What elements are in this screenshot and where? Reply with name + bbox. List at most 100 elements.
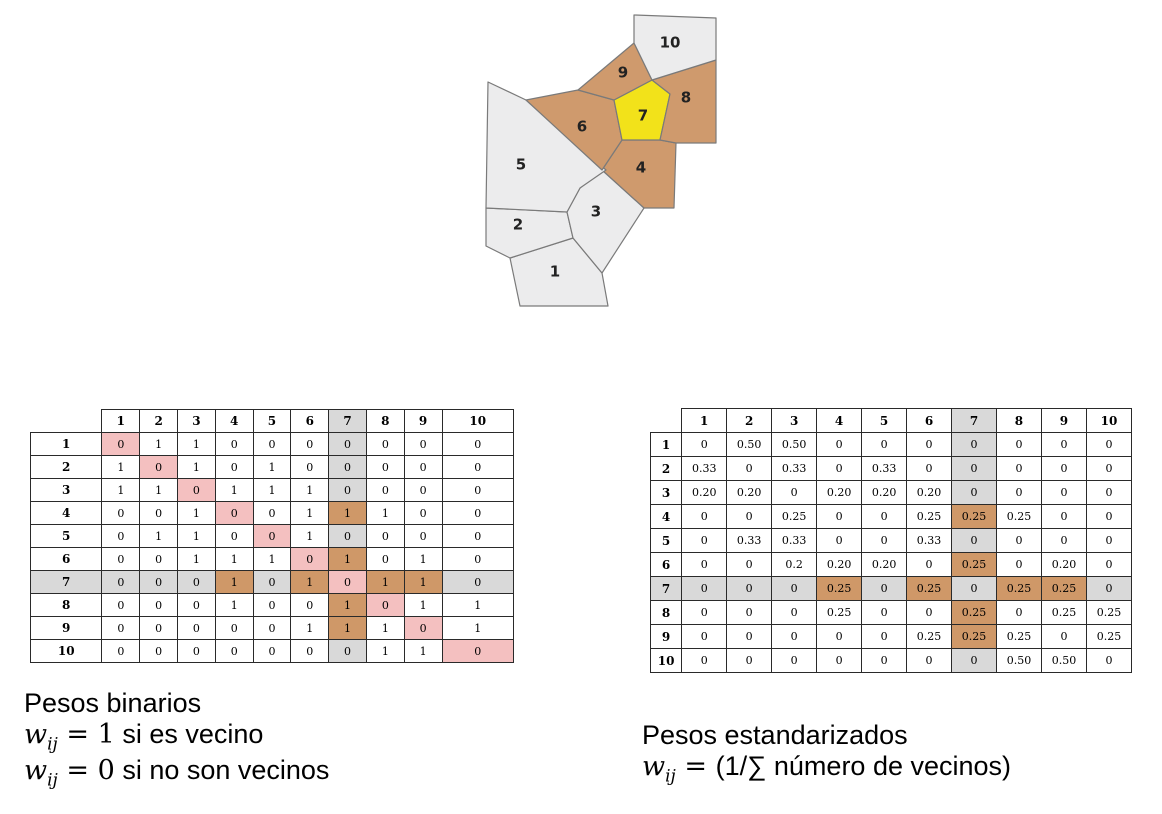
binary-caption-neighbor-line: wij = 1 si es vecino <box>24 719 329 755</box>
column-header: 8 <box>365 409 405 433</box>
column-header: 2 <box>726 408 773 433</box>
row-header: 6 <box>29 547 103 571</box>
table-cell: 0 <box>861 432 908 457</box>
table-cell: 0 <box>1085 528 1133 553</box>
table-cell: 0 <box>441 547 514 571</box>
table-cell: 0.20 <box>816 480 863 505</box>
column-header: 8 <box>996 408 1042 433</box>
table-cell: 0 <box>101 616 141 640</box>
table-cell: 0.50 <box>1040 648 1087 673</box>
table-cell: 0 <box>726 552 773 577</box>
corner-cell <box>650 408 683 433</box>
weight-symbol: wij <box>24 754 58 791</box>
table-cell: 0 <box>1085 504 1133 529</box>
table-cell: 0.20 <box>861 552 908 577</box>
row-header: 7 <box>29 570 103 594</box>
table-cell: 0 <box>816 456 863 481</box>
table-cell: 0 <box>951 576 997 601</box>
region-map: 1 2 3 4 5 6 7 8 9 10 <box>485 14 717 307</box>
table-cell: 0.50 <box>771 432 818 457</box>
table-cell: 0.33 <box>726 528 773 553</box>
table-cell: 0 <box>214 616 254 640</box>
row-header: 10 <box>649 648 683 673</box>
table-cell: 0.25 <box>1040 576 1087 601</box>
table-cell: 0 <box>861 648 908 673</box>
region-10 <box>633 14 717 81</box>
column-header: 6 <box>290 409 330 433</box>
table-cell: 0.25 <box>771 504 818 529</box>
table-cell: 0 <box>861 528 908 553</box>
table-cell: 0 <box>441 570 514 594</box>
table-cell: 0 <box>726 456 773 481</box>
row-header: 2 <box>29 455 103 479</box>
column-header: 3 <box>771 408 818 433</box>
std-caption-formula-line: wij = (1/∑ número de vecinos) <box>642 751 1011 787</box>
table-cell: 1 <box>328 593 367 617</box>
row-header: 5 <box>649 528 683 553</box>
row-header: 5 <box>29 524 103 548</box>
table-cell: 0 <box>861 600 908 625</box>
table-cell: 0 <box>816 528 863 553</box>
row-header: 3 <box>29 478 103 502</box>
table-cell: 0 <box>681 624 728 649</box>
table-cell: 0.33 <box>771 528 818 553</box>
region-label-5: 5 <box>516 156 526 174</box>
table-cell: 0 <box>252 501 292 525</box>
row-header: 9 <box>649 624 683 649</box>
table-cell: 0 <box>365 455 405 479</box>
table-cell: 0 <box>177 616 216 640</box>
table-cell: 0 <box>328 524 367 548</box>
table-cell: 1 <box>101 478 141 502</box>
header-row: 1 2 3 4 5 6 7 8 9 10 <box>30 409 514 433</box>
table-cell: 1 <box>290 478 330 502</box>
table-cell: 1 <box>403 570 443 594</box>
table-cell: 0 <box>726 648 773 673</box>
std-caption-title: Pesos estandarizados <box>642 720 908 750</box>
column-header: 4 <box>214 409 254 433</box>
table-cell: 1 <box>328 547 367 571</box>
table-cell: 0 <box>101 593 141 617</box>
map-region-labels: 1 2 3 4 5 6 7 8 9 10 <box>513 34 691 281</box>
row-header: 4 <box>649 504 683 529</box>
table-cell: 0.50 <box>726 432 773 457</box>
std-caption: Pesos estandarizados wij = (1/∑ número d… <box>642 720 1011 787</box>
table-cell: 0 <box>1040 456 1087 481</box>
table-cell: 1 <box>403 547 443 571</box>
non-neighbor-text: si no son vecinos <box>114 754 330 785</box>
table-cell: 1 <box>214 570 254 594</box>
table-cell: 1 <box>441 593 514 617</box>
column-header: 10 <box>441 409 514 433</box>
table-cell: 0 <box>1040 624 1087 649</box>
row-header: 4 <box>29 501 103 525</box>
table-cell: 0.33 <box>861 456 908 481</box>
table-cell: 0 <box>101 524 141 548</box>
table-cell: 1 <box>139 432 179 456</box>
table-cell: 0 <box>681 432 728 457</box>
column-header: 6 <box>906 408 953 433</box>
table-cell: 0.25 <box>951 624 997 649</box>
table-cell: 0 <box>214 639 254 663</box>
table-cell: 0 <box>214 524 254 548</box>
table-cell: 0 <box>139 501 179 525</box>
row-header: 3 <box>649 480 683 505</box>
table-cell: 0 <box>252 570 292 594</box>
table-cell: 0 <box>906 432 953 457</box>
binary-caption: Pesos binarios wij = 1 si es vecino wij … <box>24 688 329 791</box>
table-cell: 0 <box>101 570 141 594</box>
table-cell: 1 <box>177 432 216 456</box>
table-cell: 0 <box>906 552 953 577</box>
table-cell: 1 <box>290 616 330 640</box>
table-cell: 0 <box>139 593 179 617</box>
table-cell: 0 <box>1040 504 1087 529</box>
table-cell: 1 <box>328 616 367 640</box>
table-cell: 0.25 <box>1040 600 1087 625</box>
table-cell: 0 <box>139 570 179 594</box>
table-cell: 0.25 <box>996 624 1042 649</box>
table-cell: 0 <box>1085 648 1133 673</box>
table-cell: 0 <box>139 616 179 640</box>
row-header: 1 <box>649 432 683 457</box>
table-cell: 0 <box>441 455 514 479</box>
table-cell: 0 <box>290 455 330 479</box>
